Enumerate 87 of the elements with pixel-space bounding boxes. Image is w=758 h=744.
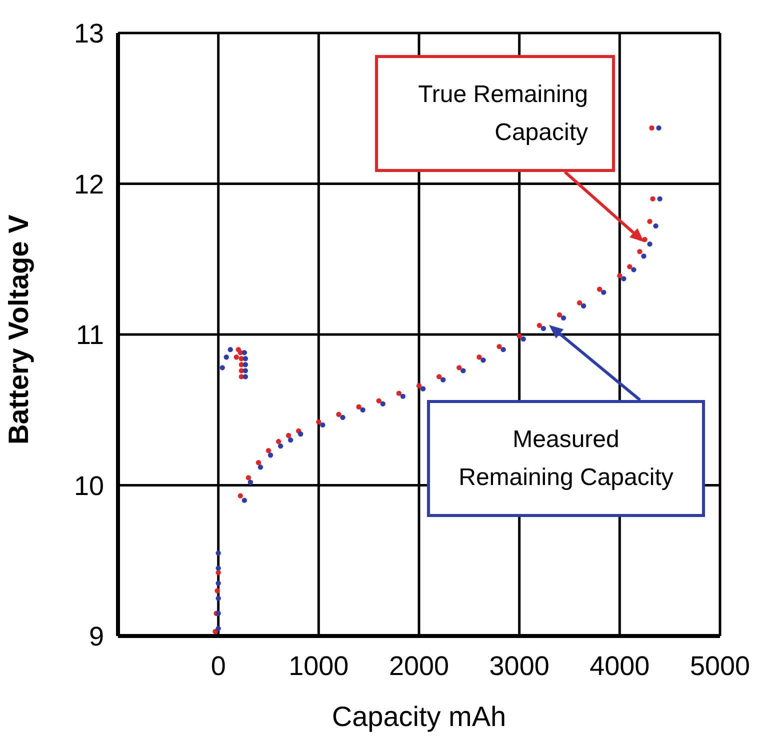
point — [316, 419, 322, 425]
point — [400, 394, 406, 399]
point — [460, 368, 466, 374]
point — [416, 383, 422, 388]
annotation: Measured Remaining Capacity — [458, 424, 674, 492]
point — [621, 276, 626, 282]
point — [224, 354, 229, 360]
point — [234, 354, 239, 360]
point — [238, 493, 244, 498]
point — [649, 125, 654, 131]
point — [278, 443, 284, 449]
point — [656, 125, 662, 131]
point — [216, 596, 221, 601]
point — [242, 498, 248, 503]
point — [560, 315, 566, 321]
point — [242, 350, 248, 356]
point — [286, 432, 292, 438]
annotation: True Remaining Capacity — [417, 80, 588, 148]
point — [242, 362, 248, 368]
point — [336, 412, 342, 417]
point — [627, 264, 632, 270]
point — [597, 286, 602, 292]
point — [340, 414, 346, 420]
point — [356, 404, 362, 410]
point — [256, 460, 262, 466]
point — [420, 386, 426, 392]
x-tick-label: 1000 — [288, 651, 349, 682]
x-axis-title: Capacity mAh — [332, 701, 506, 732]
y-tick-label: 9 — [88, 622, 104, 652]
point — [276, 438, 282, 444]
point — [617, 273, 622, 278]
x-tick-label: 2000 — [388, 651, 450, 682]
point — [650, 196, 656, 202]
point — [520, 336, 526, 342]
point — [631, 267, 636, 272]
point — [360, 407, 366, 412]
point — [496, 344, 502, 350]
point — [216, 570, 221, 576]
point — [436, 374, 442, 380]
x-tick-label: 5000 — [690, 651, 750, 682]
y-tick-label: 11 — [76, 320, 104, 350]
x-tick-label: 0 — [210, 651, 226, 682]
point — [601, 290, 606, 295]
point — [580, 303, 586, 308]
point — [216, 580, 221, 586]
point — [380, 401, 386, 406]
point — [242, 368, 248, 374]
point — [516, 333, 522, 339]
point — [242, 356, 248, 362]
point — [216, 550, 221, 556]
point — [647, 218, 652, 224]
point — [456, 365, 462, 370]
point — [396, 390, 402, 396]
point — [653, 223, 658, 229]
point — [440, 377, 446, 382]
x-tick-label: 4000 — [590, 651, 650, 682]
point — [476, 354, 482, 360]
point — [536, 322, 542, 328]
point — [500, 346, 506, 352]
point — [540, 326, 546, 332]
point — [266, 448, 272, 454]
point — [242, 374, 248, 380]
point — [288, 437, 294, 443]
point — [641, 254, 646, 259]
x-tick-label: 3000 — [489, 651, 550, 682]
point — [376, 398, 382, 404]
point — [556, 312, 562, 318]
point — [246, 475, 252, 480]
point — [228, 346, 233, 352]
point — [258, 464, 264, 470]
point — [216, 626, 221, 632]
y-tick-label: 10 — [74, 470, 104, 501]
point — [657, 196, 662, 202]
point — [298, 431, 304, 437]
point — [637, 248, 642, 254]
point — [647, 241, 652, 247]
point — [576, 300, 582, 306]
y-tick-label: 12 — [74, 169, 104, 200]
point — [248, 480, 254, 485]
point — [320, 422, 326, 428]
point — [216, 566, 221, 571]
point — [480, 358, 486, 363]
point — [220, 365, 225, 370]
point — [268, 452, 274, 458]
y-axis-title: Battery Voltage V — [2, 214, 34, 444]
y-tick-label: 13 — [74, 18, 104, 49]
point — [214, 588, 220, 594]
